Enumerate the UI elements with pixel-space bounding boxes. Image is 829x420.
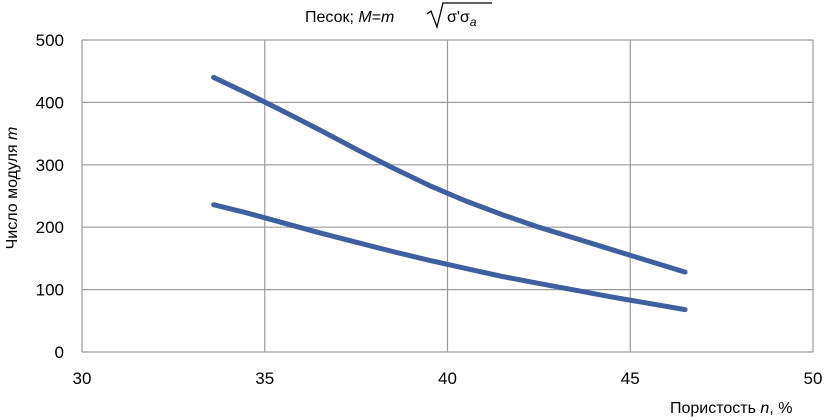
series-group (211, 74, 688, 313)
x-tick-label-4: 50 (804, 369, 823, 388)
title-sigma: σ'σa (447, 9, 477, 29)
title-text: Песок; M=m (305, 9, 394, 26)
y-tick-label-4: 400 (36, 93, 64, 112)
x-tick-labels: 30 35 40 45 50 (73, 369, 823, 388)
x-tick-label-0: 30 (73, 369, 92, 388)
x-axis-title-unit: , % (769, 400, 792, 417)
y-tick-label-0: 0 (55, 343, 64, 362)
y-tick-label-2: 200 (36, 218, 64, 237)
sqrt-sign (426, 2, 492, 30)
series-line-1 (211, 202, 688, 313)
title-sigma-text: σ'σ (447, 9, 470, 26)
x-axis-title-text: Пористость (670, 400, 760, 417)
y-tick-labels: 0 100 200 300 400 500 (36, 31, 64, 362)
chart-title: Песок; M=m σ'σa (305, 2, 492, 30)
x-tick-label-1: 35 (255, 369, 274, 388)
y-tick-label-1: 100 (36, 281, 64, 300)
y-tick-label-5: 500 (36, 31, 64, 50)
title-eq: = (372, 9, 381, 26)
series-line-0 (211, 74, 688, 275)
x-axis-title: Пористость n, % (670, 400, 792, 417)
title-m: m (381, 9, 394, 26)
x-tick-label-2: 40 (438, 369, 457, 388)
title-M: M (358, 9, 372, 26)
title-prefix: Песок; (305, 9, 358, 26)
grid (81, 39, 814, 353)
y-tick-label-3: 300 (36, 156, 64, 175)
x-axis-title-var: n (760, 400, 769, 417)
y-axis-title-var: m (4, 127, 21, 140)
x-tick-label-3: 45 (621, 369, 640, 388)
y-axis-title-text: Число модуля (4, 140, 21, 249)
y-axis-title: Число модуля m (4, 127, 21, 250)
title-sub: a (470, 15, 477, 29)
